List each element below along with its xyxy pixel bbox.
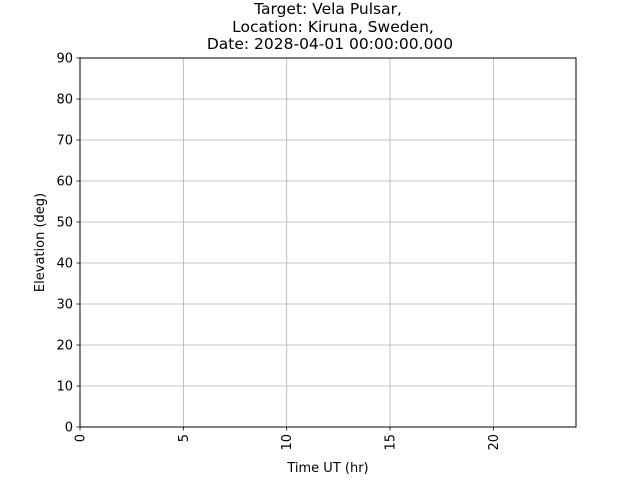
- x-tick-label: 15: [384, 434, 399, 451]
- x-axis-label: Time UT (hr): [286, 461, 368, 476]
- x-tick-label: 0: [74, 434, 89, 442]
- plot-area-frame: [79, 57, 577, 428]
- y-tick-label: 70: [56, 134, 73, 149]
- x-tick-label: 20: [487, 434, 502, 451]
- x-tick-label: 5: [177, 434, 192, 442]
- y-tick-label: 40: [56, 257, 73, 272]
- y-tick-label: 80: [56, 93, 73, 108]
- chart-title-line-3: Date: 2028-04-01 00:00:00.000: [207, 35, 453, 53]
- y-tick-label: 50: [56, 216, 73, 231]
- y-tick-label: 10: [56, 380, 73, 395]
- y-tick-label: 30: [56, 298, 73, 313]
- y-tick-label: 20: [56, 339, 73, 354]
- axis-ticks: 0 10 20 30 40 50 60 70 80 90 0 5 10 15 20: [56, 52, 501, 451]
- x-tick-label: 10: [280, 434, 295, 451]
- y-tick-label: 0: [65, 421, 73, 436]
- chart-title-line-1: Target: Vela Pulsar,: [253, 0, 402, 18]
- y-tick-label: 90: [56, 52, 73, 67]
- y-tick-label: 60: [56, 175, 73, 190]
- grid: [79, 57, 576, 428]
- chart-title-line-2: Location: Kiruna, Sweden,: [232, 18, 434, 36]
- y-axis-label: Elevation (deg): [33, 193, 48, 292]
